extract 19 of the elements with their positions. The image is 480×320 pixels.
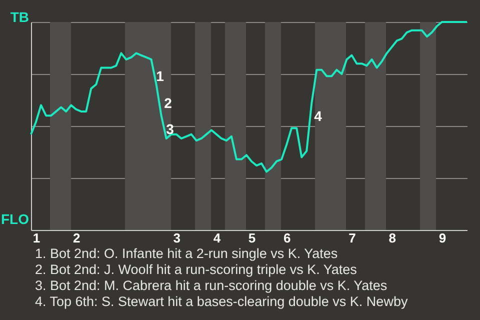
- x-tick-label: 6: [283, 230, 291, 246]
- x-tick-label: 1: [32, 230, 40, 246]
- x-tick-label: 5: [248, 230, 256, 246]
- x-tick-label: 7: [348, 230, 356, 246]
- x-tick-label: 4: [213, 230, 222, 246]
- x-tick-label: 3: [173, 230, 180, 246]
- text: TB: [10, 9, 29, 25]
- x-tick-label: 9: [438, 230, 446, 246]
- annotation: 3: [166, 121, 174, 137]
- annotation: 2: [164, 95, 172, 111]
- annotation: 4: [314, 108, 322, 124]
- text: 3. Bot 2nd: M. Cabrera hit a run-scoring double vs K. Yates: [35, 278, 388, 293]
- annotation: 1: [156, 68, 164, 84]
- text: 2. Bot 2nd: J. Woolf hit a run-scoring triple vs K. Yates: [35, 262, 358, 277]
- x-tick-label: 2: [72, 230, 80, 246]
- text: 4. Top 6th: S. Stewart hit a bases-clearing double vs K. Newby: [35, 294, 408, 309]
- text: 1. Bot 2nd: O. Infante hit a 2-run single vs K. Yates: [35, 246, 338, 261]
- text: FLO: [1, 211, 30, 227]
- x-tick-label: 8: [388, 230, 396, 246]
